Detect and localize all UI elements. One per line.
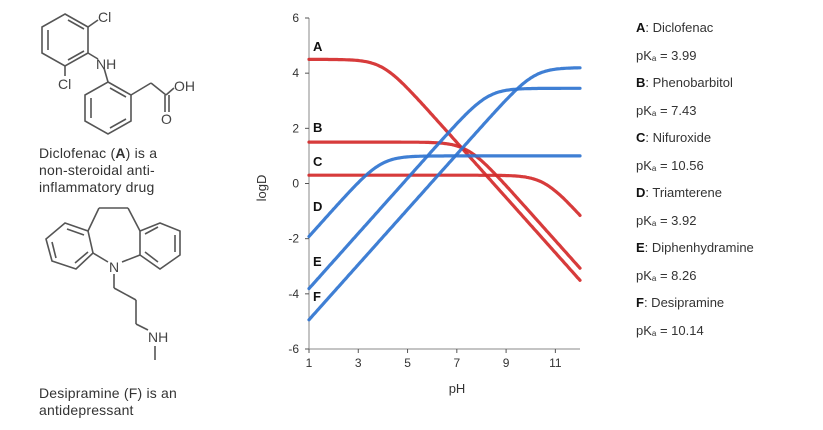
legend-pka-E: pKa = 8.26 <box>636 267 697 283</box>
legend-pka-D: pKa = 3.92 <box>636 212 697 228</box>
atom-n: N <box>109 259 119 275</box>
desipramine-structure: N NH <box>45 207 181 360</box>
atom-cl-top: Cl <box>98 9 111 25</box>
legend-letter: A <box>636 20 646 35</box>
curve-B <box>307 140 582 270</box>
x-tick-label: 1 <box>306 356 313 370</box>
atom-cl-bottom: Cl <box>58 76 71 92</box>
x-axis-label: pH <box>449 381 466 396</box>
legend-compound-C: C: Nifuroxide <box>636 124 754 152</box>
x-tick-label: 3 <box>355 356 362 370</box>
legend-compound-name: : Desipramine <box>643 295 725 310</box>
x-tick-label: 7 <box>453 356 460 370</box>
legend-compound-name: : Diclofenac <box>645 20 714 35</box>
curve-label-D: D <box>313 199 322 214</box>
legend-compound-F: F: Desipramine <box>636 289 754 317</box>
legend-letter: E <box>636 240 645 255</box>
atom-nh: NH <box>96 56 116 72</box>
curve-C <box>307 173 582 217</box>
curve-E <box>307 86 582 291</box>
curve-label-A: A <box>313 39 323 54</box>
legend-letter: C <box>636 130 646 145</box>
curve-labels: A B C D E F <box>313 39 323 304</box>
legend-compound-B: B: Phenobarbitol <box>636 69 754 97</box>
diclofenac-structure: Cl NH Cl OH O <box>41 9 195 135</box>
y-tick-label: 2 <box>292 121 299 135</box>
y-axis-label: logD <box>254 175 269 202</box>
legend-pka-F: pKa = 10.14 <box>636 322 704 338</box>
atom-nh: NH <box>148 329 168 345</box>
atom-oh: OH <box>174 78 195 94</box>
curve-label-E: E <box>313 254 322 269</box>
legend-compound-name: : Diphenhydramine <box>644 240 754 255</box>
legend-letter: F <box>636 295 644 310</box>
legend-pka-B: pKa = 7.43 <box>636 102 697 118</box>
legend-pka-C: pKa = 10.56 <box>636 157 704 173</box>
curve-label-F: F <box>313 289 321 304</box>
curve-label-C: C <box>313 154 323 169</box>
curve-D <box>307 154 582 239</box>
desipramine-caption: Desipramine (F) is an antidepressant <box>39 385 178 418</box>
legend-compound-D: D: Triamterene <box>636 179 754 207</box>
y-tick-label: -4 <box>288 287 299 301</box>
diclofenac-caption: Diclofenac (A) is a non-steroidal anti- … <box>39 145 158 195</box>
y-tick-label: -2 <box>288 232 299 246</box>
legend-letter: D <box>636 185 646 200</box>
legend-compound-A: A: Diclofenac <box>636 14 754 42</box>
compound-legend: A: Diclofenac pKa = 3.99 B: Phenobarbitol p… <box>636 14 754 344</box>
curve-A <box>307 57 582 282</box>
curve-label-B: B <box>313 120 322 135</box>
legend-pka-A: pKa = 3.99 <box>636 47 697 63</box>
x-tick-label: 11 <box>549 356 562 370</box>
atom-o: O <box>161 111 172 127</box>
x-tick-label: 5 <box>404 356 411 370</box>
y-tick-label: 4 <box>292 66 299 80</box>
legend-compound-name: : Nifuroxide <box>645 130 712 145</box>
legend-letter: B <box>636 75 646 90</box>
legend-compound-name: : Phenobarbitol <box>645 75 733 90</box>
y-tick-label: -6 <box>288 342 299 356</box>
chart-curves <box>307 57 582 322</box>
legend-compound-E: E: Diphenhydramine <box>636 234 754 262</box>
chart-axes: -6 -4 -2 0 2 4 6 1 3 5 7 9 11 <box>288 11 580 370</box>
y-tick-label: 0 <box>292 177 299 191</box>
legend-compound-name: : Triamterene <box>645 185 722 200</box>
curve-F <box>307 66 582 322</box>
y-tick-label: 6 <box>292 11 299 25</box>
x-tick-label: 9 <box>503 356 510 370</box>
